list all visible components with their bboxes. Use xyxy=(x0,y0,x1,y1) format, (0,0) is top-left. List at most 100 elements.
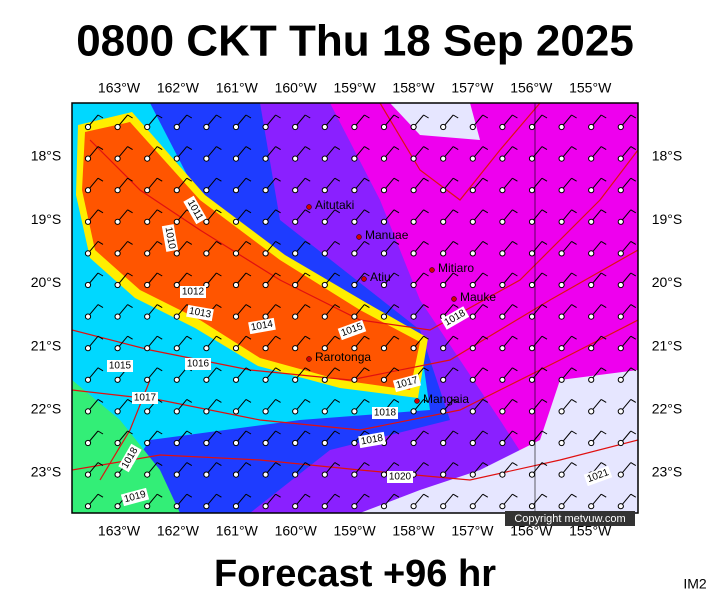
wind-barb xyxy=(452,114,459,119)
wind-barb xyxy=(630,114,637,119)
wind-station xyxy=(499,345,506,352)
wind-barb xyxy=(600,462,607,467)
wind-barb xyxy=(275,146,281,151)
wind-barb xyxy=(571,114,577,119)
wind-barb xyxy=(630,493,637,498)
wind-station xyxy=(232,439,240,447)
wind-station xyxy=(440,376,447,383)
wind-station xyxy=(440,155,447,162)
wind-station xyxy=(617,313,624,320)
wind-barb xyxy=(275,177,281,182)
wind-station xyxy=(410,503,417,510)
wind-station xyxy=(232,281,240,289)
lat-label: 22°S xyxy=(652,401,683,417)
wind-barb xyxy=(97,209,104,214)
isobar-label-box xyxy=(337,319,367,341)
wind-station xyxy=(173,250,180,257)
lon-label: 161°W xyxy=(216,523,259,539)
wind-station xyxy=(262,408,269,415)
wind-barb xyxy=(304,114,311,119)
place-label: Mangaia xyxy=(423,392,469,406)
wind-station xyxy=(173,123,180,131)
wind-station xyxy=(114,250,121,257)
lon-label: 162°W xyxy=(157,523,200,539)
lon-label: 158°W xyxy=(392,80,435,96)
wind-barb xyxy=(186,398,193,403)
wind-barb xyxy=(364,209,370,214)
wind-station xyxy=(410,155,417,162)
wind-station xyxy=(292,313,299,320)
isobar-label-group: 1017 xyxy=(392,373,422,393)
wind-barb xyxy=(423,462,429,467)
wind-barb xyxy=(482,398,489,403)
wind-station xyxy=(262,503,269,510)
wind-barb xyxy=(630,146,637,151)
wind-barb xyxy=(541,114,548,119)
wind-barb xyxy=(156,209,163,214)
wind-barb xyxy=(541,367,548,372)
wind-barb xyxy=(275,493,281,498)
wind-barb xyxy=(216,209,222,214)
wind-station xyxy=(558,408,565,415)
image-id: IM2 xyxy=(683,576,707,592)
wind-barb xyxy=(512,430,518,435)
wind-station xyxy=(588,281,595,289)
wind-station xyxy=(440,281,447,289)
wind-station xyxy=(499,155,506,162)
wind-station xyxy=(469,313,476,320)
wind-barb xyxy=(571,398,577,403)
wind-barb xyxy=(423,430,429,435)
wind-station xyxy=(499,187,506,194)
wind-station xyxy=(440,218,447,225)
lon-label: 163°W xyxy=(98,523,141,539)
wind-station xyxy=(114,313,121,320)
wind-station xyxy=(380,345,388,352)
wind-barb xyxy=(571,209,577,214)
wind-barb xyxy=(97,462,104,467)
wind-station xyxy=(173,408,180,415)
wind-barb xyxy=(630,240,637,245)
wind-station xyxy=(173,376,180,383)
wind-barb xyxy=(512,462,518,467)
wind-station xyxy=(203,218,210,225)
wind-barb xyxy=(216,177,222,182)
copyright-box xyxy=(505,511,635,526)
wind-barb xyxy=(423,146,429,151)
wind-station xyxy=(292,281,299,289)
wind-station xyxy=(173,218,180,225)
wind-barb xyxy=(304,367,311,372)
isobar-label-box xyxy=(372,407,398,419)
wind-barb xyxy=(186,462,193,467)
wind-barb xyxy=(541,304,548,309)
wind-barb xyxy=(630,209,637,214)
wind-barb xyxy=(97,398,104,403)
wind-barb xyxy=(571,177,577,182)
wind-barb xyxy=(571,462,577,467)
wind-station xyxy=(173,471,180,478)
wind-station xyxy=(558,503,565,510)
wind-station xyxy=(144,155,151,162)
wind-station xyxy=(528,187,536,194)
place-dot xyxy=(361,276,367,282)
wind-barb xyxy=(245,367,252,372)
wind-barb xyxy=(304,335,311,340)
wind-station xyxy=(292,345,299,352)
wind-station xyxy=(203,155,210,162)
wind-barb xyxy=(97,146,104,151)
wind-barb xyxy=(127,398,133,403)
wind-barb xyxy=(127,209,133,214)
wind-station xyxy=(380,218,388,225)
wind-station xyxy=(528,250,536,257)
place-label: Mitiaro xyxy=(438,261,474,275)
wind-barb xyxy=(452,177,459,182)
wind-barb xyxy=(97,304,104,309)
lon-label: 159°W xyxy=(334,523,377,539)
wind-barb xyxy=(571,493,577,498)
wind-station xyxy=(351,345,358,352)
isobar-label-box xyxy=(107,360,133,372)
lon-label: 155°W xyxy=(569,80,612,96)
wind-station xyxy=(469,281,476,289)
wind-barb xyxy=(97,114,104,119)
lon-label: 156°W xyxy=(510,80,553,96)
wind-barb xyxy=(600,272,607,277)
